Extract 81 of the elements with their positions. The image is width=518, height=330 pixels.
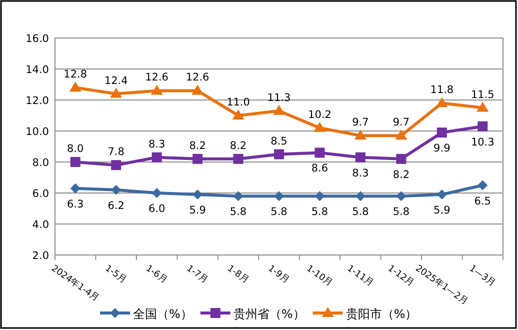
- point: [233, 154, 244, 164]
- point: [314, 148, 325, 158]
- point: [436, 97, 448, 108]
- point: [436, 128, 447, 138]
- x-tick-label: 1-5月: [102, 264, 128, 286]
- data-label: 7.8: [108, 146, 124, 158]
- y-tick-label: 10.0: [26, 126, 49, 138]
- data-label: 8.2: [189, 140, 206, 152]
- point: [478, 121, 488, 132]
- point: [314, 191, 325, 202]
- data-label: 9.7: [352, 116, 369, 129]
- point: [355, 191, 366, 202]
- point: [314, 122, 326, 132]
- data-label: 5.8: [230, 206, 247, 218]
- point: [478, 180, 488, 190]
- x-tick-label: 1-8月: [225, 264, 250, 286]
- data-label: 8.6: [311, 162, 328, 175]
- data-label: 12.8: [64, 68, 88, 81]
- point: [232, 110, 244, 120]
- data-label: 11.3: [267, 92, 291, 104]
- y-tick-label: 12.0: [26, 95, 49, 107]
- point: [436, 190, 447, 200]
- point: [396, 154, 406, 164]
- data-label: 10.3: [470, 136, 494, 148]
- y-tick-label: 6.0: [32, 188, 49, 200]
- point: [354, 130, 366, 140]
- y-tick-label: 4.0: [32, 219, 49, 231]
- data-label: 12.6: [186, 72, 210, 84]
- point: [152, 152, 162, 162]
- data-label: 8.3: [148, 138, 166, 150]
- point: [69, 82, 82, 92]
- legend-label: 全国（%）: [133, 307, 192, 321]
- data-label: 9.7: [392, 116, 410, 129]
- data-label: 6.3: [67, 198, 84, 210]
- data-label: 8.5: [270, 135, 288, 148]
- legend-label: 贵阳市（%）: [346, 307, 418, 321]
- x-tick-label: 1-7月: [184, 264, 210, 286]
- data-label: 12.4: [104, 74, 128, 87]
- point: [396, 191, 406, 202]
- point: [355, 152, 366, 162]
- y-tick-label: 16.0: [26, 33, 49, 45]
- y-tick-label: 14.0: [26, 64, 49, 76]
- data-label: 8.2: [230, 140, 247, 152]
- y-tick-label: 8.0: [32, 157, 49, 169]
- point: [395, 130, 408, 140]
- data-label: 12.6: [145, 72, 169, 84]
- y-tick-label: 2.0: [32, 250, 49, 262]
- point: [274, 191, 284, 202]
- x-tick-label: 1-9月: [266, 264, 292, 286]
- legend-label: 贵州省（%）: [233, 307, 305, 321]
- point: [111, 160, 122, 170]
- point: [70, 183, 80, 194]
- point: [110, 88, 122, 98]
- point: [70, 157, 80, 167]
- point: [273, 104, 285, 115]
- data-label: 5.8: [311, 206, 328, 218]
- data-label: 8.0: [67, 143, 84, 155]
- data-label: 10.2: [308, 108, 332, 121]
- data-label: 8.2: [392, 168, 410, 181]
- point: [111, 184, 122, 195]
- data-label: 5.8: [352, 206, 369, 218]
- data-label: 5.8: [392, 206, 410, 218]
- point: [233, 191, 244, 202]
- data-label: 11.5: [470, 88, 494, 101]
- point: [150, 84, 163, 95]
- data-label: 9.9: [434, 142, 450, 155]
- data-label: 5.9: [189, 204, 206, 217]
- data-label: 11.0: [226, 96, 250, 108]
- point: [274, 149, 284, 160]
- point: [192, 154, 203, 164]
- point: [192, 190, 203, 200]
- point: [476, 102, 489, 112]
- data-label: 6.5: [474, 195, 491, 208]
- data-label: 5.9: [434, 204, 450, 217]
- data-label: 6.2: [108, 200, 124, 212]
- data-label: 6.0: [148, 203, 166, 215]
- data-label: 5.8: [270, 206, 288, 218]
- data-label: 11.8: [430, 84, 454, 96]
- x-tick-label: 1-6月: [144, 264, 169, 286]
- data-label: 8.3: [352, 167, 369, 180]
- point: [152, 188, 162, 198]
